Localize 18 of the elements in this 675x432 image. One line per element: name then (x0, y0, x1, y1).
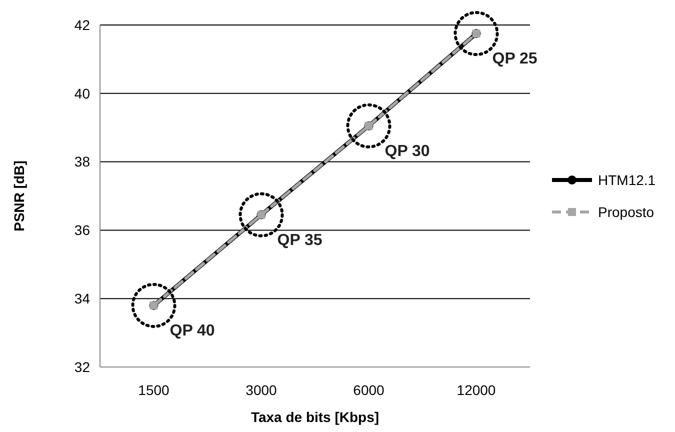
y-tick-label: 34 (74, 290, 90, 306)
x-tick-label: 12000 (456, 382, 496, 398)
annotation: QP 30 (384, 142, 430, 160)
y-axis-title: PSNR [dB] (11, 160, 27, 232)
annotation: QP 40 (170, 322, 215, 340)
y-tick-label: 42 (74, 16, 90, 33)
x-tick-label: 6000 (353, 382, 385, 398)
legend-label: HTM12.1 (598, 172, 656, 188)
annotation: QP 35 (277, 232, 322, 249)
y-tick-label: 40 (74, 85, 90, 102)
legend-label: Proposto (598, 204, 654, 220)
annotation: QP 25 (492, 50, 538, 68)
y-tick-label: 38 (74, 154, 90, 170)
x-tick-label: 1500 (138, 382, 170, 398)
x-axis-title: Taxa de bits [Kbps] (250, 409, 380, 425)
y-tick-label: 36 (74, 222, 90, 238)
y-tick-label: 32 (74, 358, 90, 375)
x-tick-label: 3000 (246, 382, 278, 398)
